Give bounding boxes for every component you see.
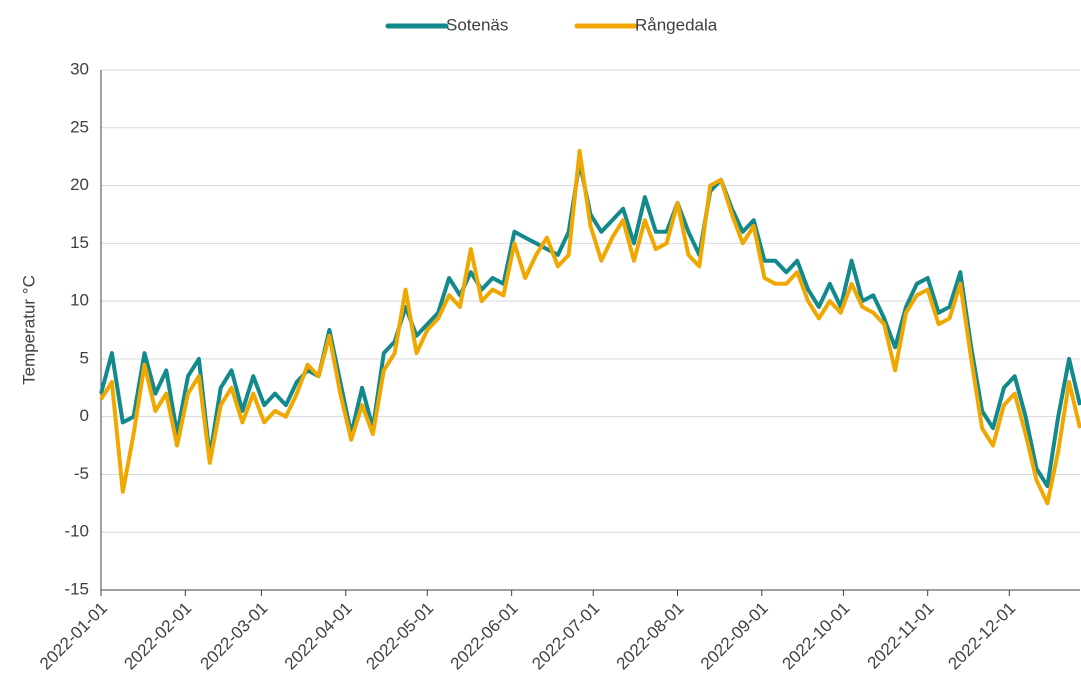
x-tick-label: 2022-12-01 bbox=[944, 599, 1019, 674]
x-tick-label: 2022-01-01 bbox=[36, 599, 111, 674]
y-tick-label: 0 bbox=[80, 406, 89, 425]
x-tick-label: 2022-05-01 bbox=[362, 599, 437, 674]
x-tick-label: 2022-02-01 bbox=[120, 599, 195, 674]
y-tick-label: 10 bbox=[70, 291, 89, 310]
legend-label: Sotenäs bbox=[446, 15, 508, 34]
series-line bbox=[99, 160, 1081, 488]
legend-label: Rångedala bbox=[635, 15, 718, 34]
x-tick-label: 2022-07-01 bbox=[528, 599, 603, 674]
y-tick-label: -15 bbox=[64, 579, 89, 598]
x-tick-label: 2022-06-01 bbox=[447, 599, 522, 674]
y-tick-label: 25 bbox=[70, 117, 89, 136]
y-tick-label: 30 bbox=[70, 59, 89, 78]
x-tick-label: 2022-03-01 bbox=[197, 599, 272, 674]
series-line bbox=[99, 148, 1081, 506]
y-axis-label: Temperatur °C bbox=[19, 275, 38, 385]
x-tick-label: 2022-09-01 bbox=[697, 599, 772, 674]
x-tick-label: 2022-08-01 bbox=[613, 599, 688, 674]
y-tick-label: -5 bbox=[74, 464, 89, 483]
x-tick-label: 2022-11-01 bbox=[864, 599, 938, 673]
y-tick-label: 20 bbox=[70, 175, 89, 194]
y-tick-label: 15 bbox=[70, 233, 89, 252]
x-tick-label: 2022-10-01 bbox=[778, 599, 853, 674]
y-tick-label: 5 bbox=[80, 348, 89, 367]
x-tick-label: 2022-04-01 bbox=[281, 599, 356, 674]
y-tick-label: -10 bbox=[64, 522, 89, 541]
